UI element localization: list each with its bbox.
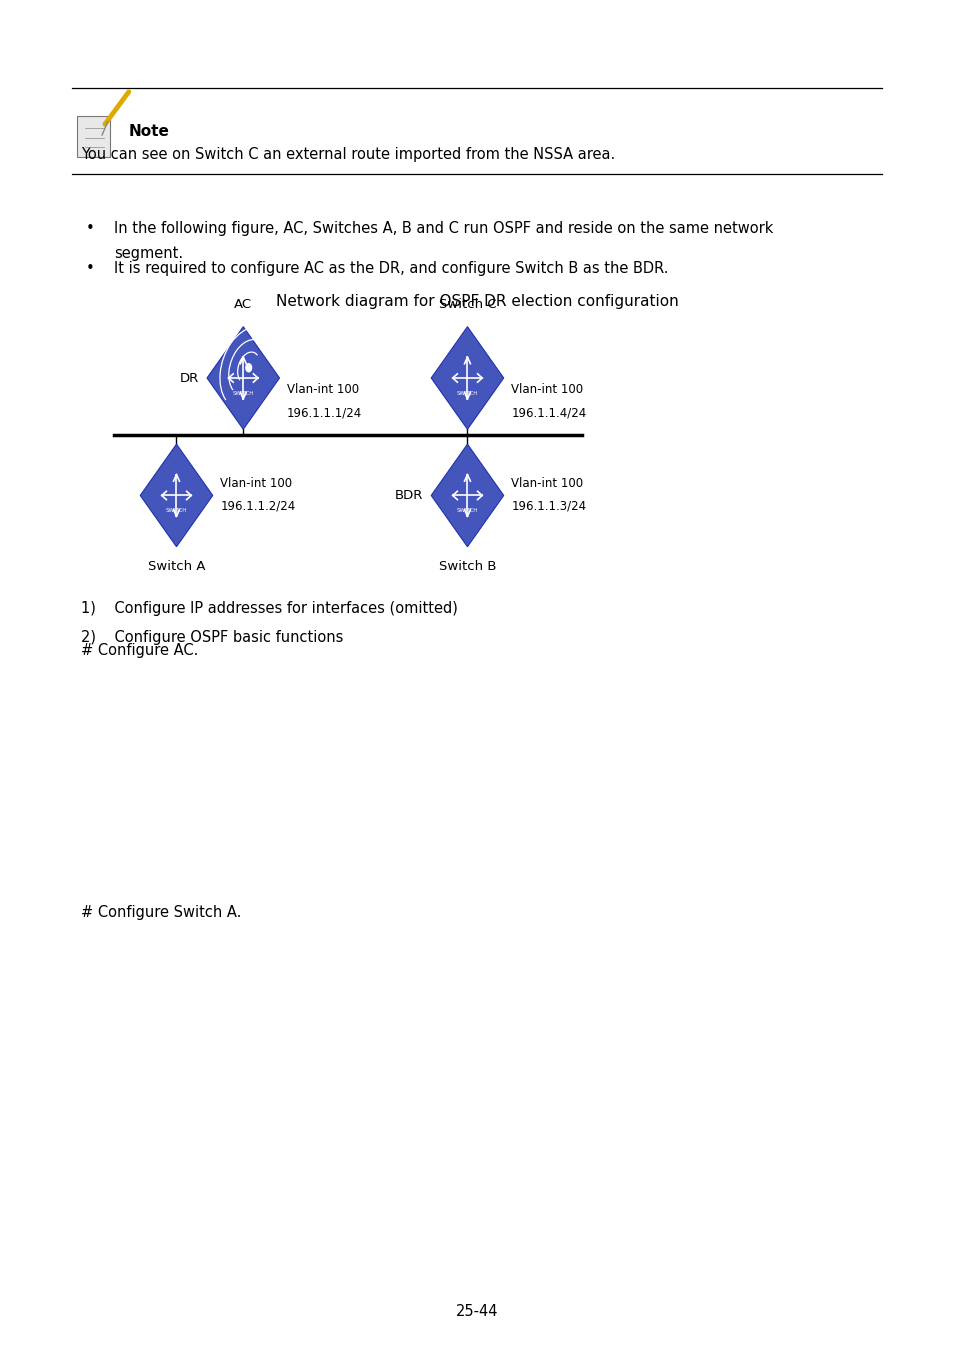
Text: •: •	[86, 221, 94, 236]
Text: Vlan-int 100: Vlan-int 100	[511, 383, 583, 397]
Text: 25-44: 25-44	[456, 1304, 497, 1319]
Text: 196.1.1.1/24: 196.1.1.1/24	[287, 406, 362, 420]
Text: 196.1.1.4/24: 196.1.1.4/24	[511, 406, 586, 420]
Text: SWITCH: SWITCH	[233, 392, 253, 396]
Text: 196.1.1.3/24: 196.1.1.3/24	[511, 500, 586, 513]
Text: 1)    Configure IP addresses for interfaces (omitted): 1) Configure IP addresses for interfaces…	[81, 601, 457, 616]
Polygon shape	[431, 444, 503, 547]
Text: SWITCH: SWITCH	[456, 392, 477, 396]
Circle shape	[246, 363, 252, 371]
Text: # Configure AC.: # Configure AC.	[81, 643, 198, 657]
Polygon shape	[431, 327, 503, 429]
Text: Switch C: Switch C	[438, 297, 496, 310]
Text: In the following figure, AC, Switches A, B and C run OSPF and reside on the same: In the following figure, AC, Switches A,…	[114, 221, 773, 236]
Text: 2)    Configure OSPF basic functions: 2) Configure OSPF basic functions	[81, 630, 343, 645]
Text: AC: AC	[234, 297, 252, 310]
Text: Vlan-int 100: Vlan-int 100	[287, 383, 359, 397]
Text: SWITCH: SWITCH	[166, 509, 187, 513]
Text: BDR: BDR	[395, 489, 423, 502]
Polygon shape	[140, 444, 213, 547]
FancyBboxPatch shape	[77, 116, 110, 157]
Polygon shape	[207, 327, 279, 429]
Text: Network diagram for OSPF DR election configuration: Network diagram for OSPF DR election con…	[275, 294, 678, 309]
Text: Switch B: Switch B	[438, 560, 496, 574]
Text: 196.1.1.2/24: 196.1.1.2/24	[220, 500, 295, 513]
Text: You can see on Switch C an external route imported from the NSSA area.: You can see on Switch C an external rout…	[81, 147, 615, 162]
Text: SWITCH: SWITCH	[456, 509, 477, 513]
Text: Note: Note	[129, 124, 170, 139]
Text: Vlan-int 100: Vlan-int 100	[220, 477, 293, 490]
Text: # Configure Switch A.: # Configure Switch A.	[81, 904, 241, 919]
Text: DR: DR	[180, 371, 199, 385]
Text: Vlan-int 100: Vlan-int 100	[511, 477, 583, 490]
Text: segment.: segment.	[114, 246, 183, 261]
Text: •: •	[86, 261, 94, 275]
Text: Switch A: Switch A	[148, 560, 205, 574]
Text: It is required to configure AC as the DR, and configure Switch B as the BDR.: It is required to configure AC as the DR…	[114, 261, 668, 275]
